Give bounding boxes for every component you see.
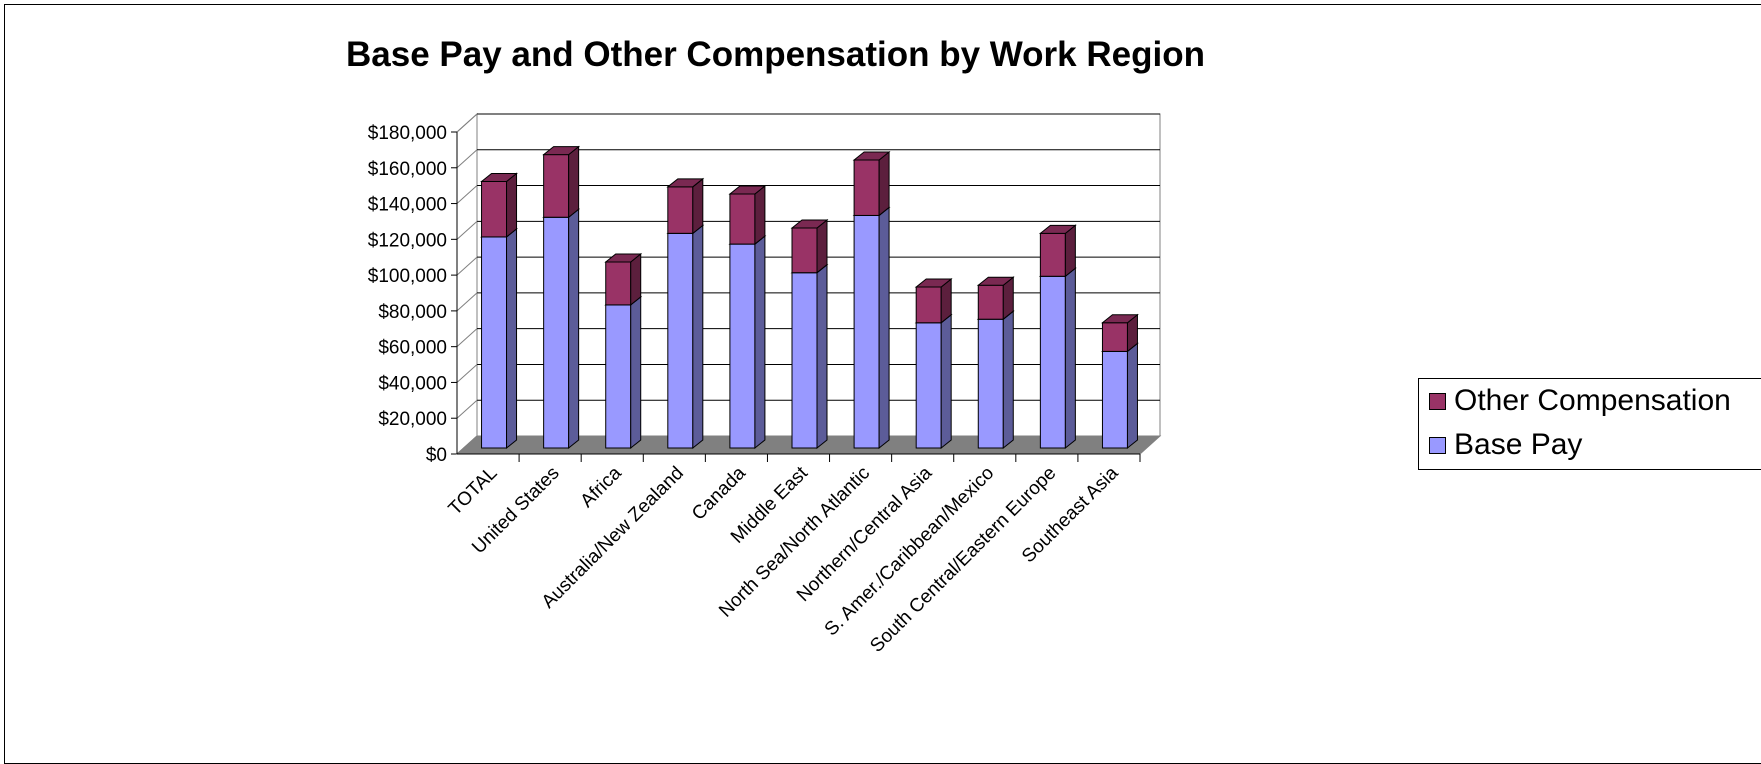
x-tick-label-canada: Canada — [688, 462, 750, 524]
bar-other-compensation-total — [481, 180, 508, 238]
bar-base-pay-africa-side — [630, 295, 642, 450]
bar-other-compensation-south-central-eastern-europe — [1039, 232, 1066, 277]
bar-other-compensation-south-central-eastern-europe-top — [1038, 224, 1077, 234]
bar-base-pay-australia-new-zealand — [667, 232, 694, 449]
bar-other-compensation-australia-new-zealand-side — [692, 177, 704, 235]
bar-base-pay-north-sea-north-atlantic-side — [878, 206, 890, 450]
bar-other-compensation-north-sea-north-atlantic — [853, 159, 880, 216]
bar-base-pay-united-states-side — [568, 208, 580, 450]
bar-base-pay-south-central-eastern-europe — [1039, 275, 1066, 449]
bar-base-pay-canada-side — [754, 235, 766, 450]
bar-base-pay-australia-new-zealand-side — [692, 224, 704, 450]
bar-base-pay-united-states — [543, 216, 570, 449]
bar-base-pay-north-sea-north-atlantic — [853, 214, 880, 449]
bar-base-pay-total-side — [506, 227, 518, 450]
y-tick-label: $140,000 — [368, 195, 447, 216]
bar-other-compensation-australia-new-zealand — [667, 186, 694, 234]
chart-title: Base Pay and Other Compensation by Work … — [346, 35, 1205, 74]
gridline-side — [456, 149, 478, 169]
legend-swatch-other-compensation — [1429, 392, 1446, 410]
gridline-side — [456, 399, 478, 419]
bar-other-compensation-africa — [605, 261, 632, 306]
bar-other-compensation-australia-new-zealand-top — [666, 178, 705, 188]
bar-other-compensation-total-side — [506, 172, 518, 238]
y-tick-label: $40,000 — [378, 373, 447, 394]
bar-other-compensation-south-central-eastern-europe-side — [1064, 224, 1076, 278]
bar-other-compensation-canada-side — [754, 184, 766, 246]
bar-other-compensation-north-sea-north-atlantic-side — [878, 150, 890, 217]
bar-base-pay-s-amer-caribbean-mexico-side — [1002, 310, 1014, 450]
y-tick-label: $80,000 — [378, 302, 447, 323]
chart-frame: Base Pay and Other Compensation by Work … — [4, 4, 1761, 764]
legend-label-base-pay: Base Pay — [1454, 428, 1583, 461]
bar-base-pay-south-central-eastern-europe-side — [1064, 267, 1076, 450]
legend-label-other-compensation: Other Compensation — [1454, 384, 1731, 417]
bar-other-compensation-united-states — [543, 154, 570, 218]
bar-base-pay-northern-central-asia — [915, 322, 942, 449]
bar-other-compensation-united-states-side — [568, 145, 580, 219]
bar-other-compensation-middle-east — [791, 227, 818, 274]
y-tick-label: $100,000 — [368, 266, 447, 287]
x-tick-label-total: TOTAL — [445, 463, 502, 520]
y-tick-label: $180,000 — [368, 123, 447, 144]
bar-other-compensation-s-amer-caribbean-mexico — [977, 284, 1004, 320]
y-tick-label: $20,000 — [378, 409, 447, 430]
bar-base-pay-middle-east-side — [816, 263, 828, 450]
gridline-side — [456, 292, 478, 312]
y-tick-label: $120,000 — [368, 230, 447, 251]
x-tick-label-africa: Africa — [577, 462, 626, 511]
legend-swatch-base-pay — [1429, 436, 1446, 454]
bar-other-compensation-southeast-asia-top — [1101, 314, 1139, 324]
bar-other-compensation-middle-east-side — [816, 218, 828, 274]
bar-base-pay-southeast-asia-side — [1126, 342, 1138, 450]
gridline-side — [456, 328, 478, 348]
legend-item-other-compensation: Other Compensation — [1429, 383, 1731, 419]
bar-other-compensation-canada — [729, 193, 756, 245]
bar-other-compensation-total-top — [480, 172, 518, 182]
bar-other-compensation-africa-top — [604, 253, 643, 263]
gridline-side — [456, 220, 478, 240]
gridline-side — [456, 185, 478, 204]
gridline-side — [456, 113, 478, 133]
bar-base-pay-middle-east — [791, 272, 818, 449]
y-tick-label: $60,000 — [378, 338, 447, 359]
bar-base-pay-canada — [729, 243, 756, 449]
bar-other-compensation-north-sea-north-atlantic-top — [852, 151, 891, 161]
bar-other-compensation-united-states-top — [542, 146, 581, 156]
y-tick-label: $0 — [426, 445, 447, 466]
bar-other-compensation-canada-top — [728, 185, 767, 195]
bar-base-pay-s-amer-caribbean-mexico — [977, 318, 1004, 449]
bar-other-compensation-northern-central-asia — [915, 286, 942, 324]
legend: Other Compensation Base Pay — [1418, 378, 1761, 470]
bar-other-compensation-northern-central-asia-top — [914, 278, 953, 288]
gridline-side — [456, 364, 478, 383]
legend-item-base-pay: Base Pay — [1429, 427, 1582, 463]
gridline-side — [456, 256, 478, 276]
bar-base-pay-africa — [605, 304, 632, 449]
bar-other-compensation-s-amer-caribbean-mexico-top — [976, 276, 1015, 286]
bar-other-compensation-southeast-asia — [1101, 322, 1128, 352]
bar-other-compensation-africa-side — [630, 252, 642, 306]
bar-base-pay-total — [481, 236, 508, 449]
y-tick-label: $160,000 — [368, 159, 447, 180]
bar-base-pay-northern-central-asia-side — [940, 313, 952, 450]
bar-other-compensation-middle-east-top — [790, 219, 829, 229]
chart-plot: $0 $20,000 $40,000 $60,000 $80,000 $100,000 $1… — [368, 112, 1162, 657]
bar-base-pay-southeast-asia — [1101, 350, 1128, 449]
